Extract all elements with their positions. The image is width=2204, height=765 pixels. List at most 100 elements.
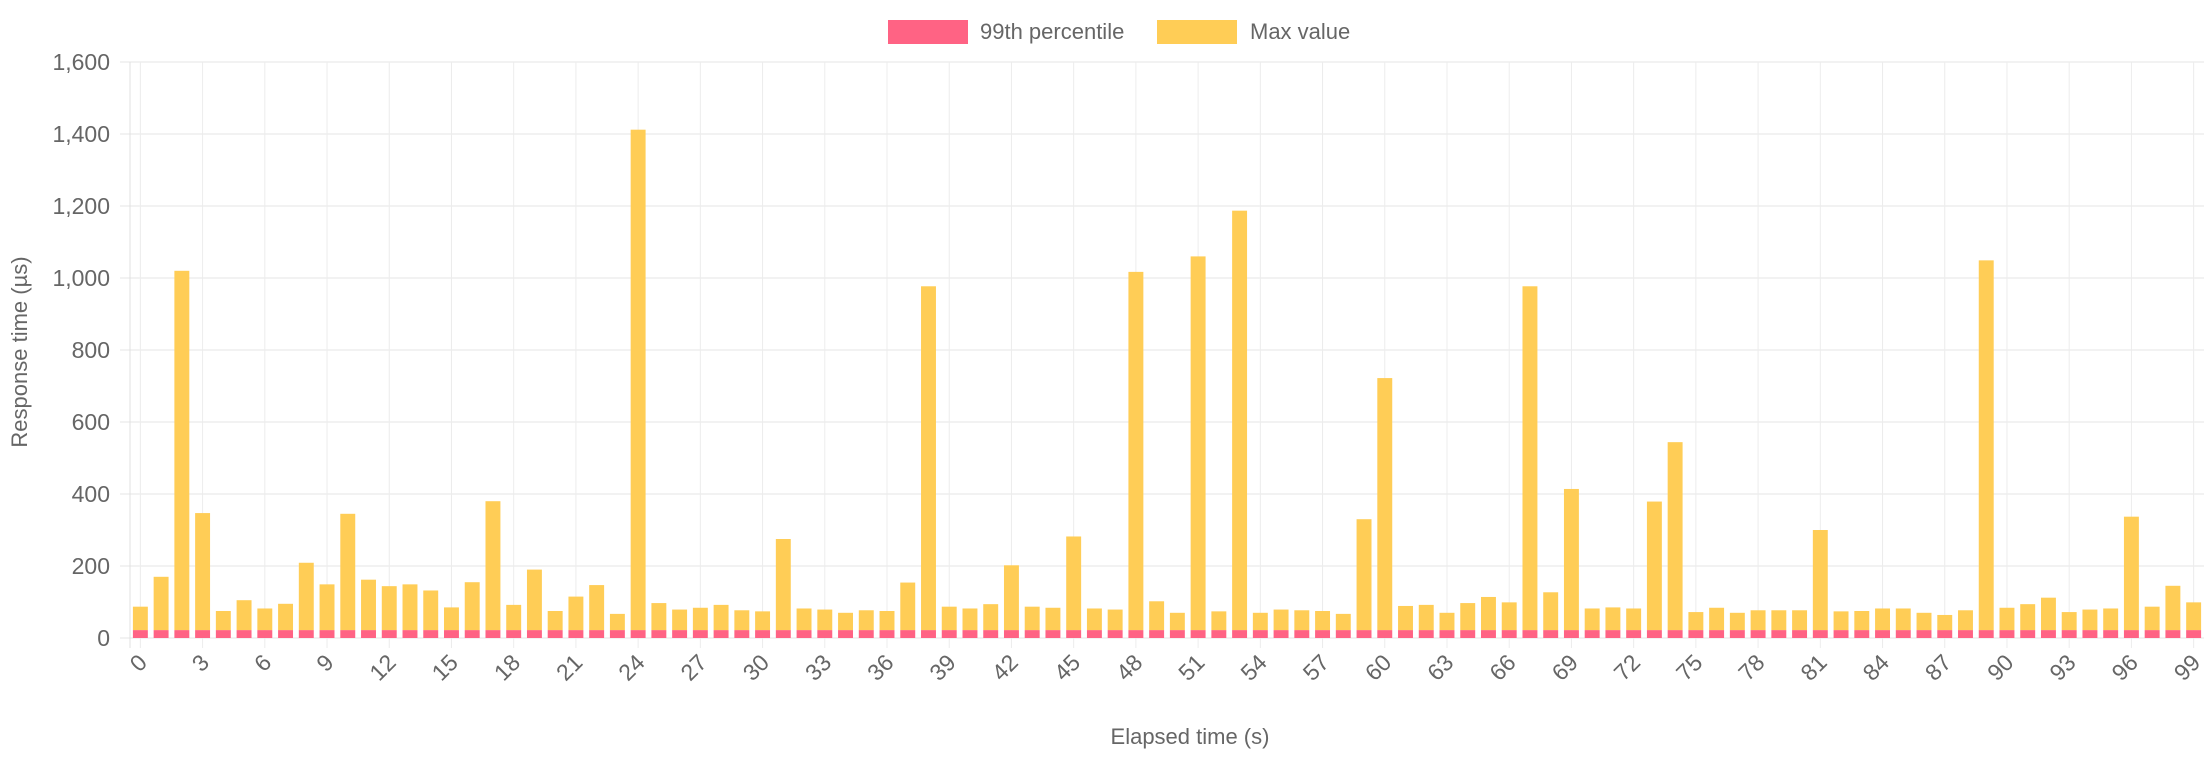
bar-max[interactable] (630, 129, 646, 631)
bar-max[interactable] (464, 582, 480, 631)
bar-max[interactable] (1294, 610, 1310, 631)
bar-p99[interactable] (1024, 630, 1040, 638)
bar-p99[interactable] (589, 630, 605, 638)
bar-p99[interactable] (2061, 630, 2077, 638)
bar-max[interactable] (1273, 609, 1289, 631)
bar-max[interactable] (1729, 612, 1745, 631)
bar-p99[interactable] (692, 630, 708, 638)
bar-p99[interactable] (838, 630, 853, 638)
bar-max[interactable] (381, 586, 397, 631)
bar-p99[interactable] (1066, 630, 1082, 638)
bar-p99[interactable] (1709, 630, 1725, 638)
bar-p99[interactable] (609, 630, 625, 638)
bar-p99[interactable] (2123, 630, 2139, 638)
bar-max[interactable] (775, 539, 791, 631)
bar-max[interactable] (2165, 585, 2181, 631)
bar-max[interactable] (589, 585, 605, 631)
bar-p99[interactable] (1315, 630, 1331, 638)
bar-max[interactable] (609, 613, 625, 631)
bar-p99[interactable] (1149, 630, 1165, 638)
bar-max[interactable] (2144, 606, 2160, 631)
bar-p99[interactable] (174, 630, 190, 638)
bar-p99[interactable] (464, 630, 480, 638)
bar-max[interactable] (1003, 565, 1019, 631)
bar-p99[interactable] (2144, 630, 2160, 638)
bar-p99[interactable] (1128, 630, 1144, 638)
bar-max[interactable] (2186, 602, 2202, 631)
bar-max[interactable] (1709, 607, 1725, 631)
bar-p99[interactable] (568, 630, 584, 638)
bar-max[interactable] (1460, 603, 1476, 631)
bar-max[interactable] (1792, 610, 1808, 631)
bar-max[interactable] (361, 579, 376, 631)
bar-p99[interactable] (2165, 630, 2181, 638)
bar-p99[interactable] (1190, 630, 1206, 638)
bar-p99[interactable] (1688, 630, 1704, 638)
bar-max[interactable] (838, 612, 853, 631)
bar-max[interactable] (1958, 610, 1973, 631)
bar-p99[interactable] (236, 630, 252, 638)
bar-p99[interactable] (1501, 630, 1517, 638)
bar-p99[interactable] (1563, 630, 1579, 638)
bar-p99[interactable] (1418, 630, 1434, 638)
bar-max[interactable] (132, 606, 148, 631)
bar-p99[interactable] (1356, 630, 1372, 638)
bar-max[interactable] (1667, 442, 1683, 631)
bar-p99[interactable] (713, 630, 729, 638)
bar-p99[interactable] (423, 630, 439, 638)
bar-max[interactable] (2103, 608, 2119, 631)
bar-max[interactable] (153, 576, 169, 631)
bar-max[interactable] (215, 611, 231, 631)
bar-max[interactable] (1190, 256, 1206, 631)
bar-max[interactable] (1024, 606, 1040, 631)
bar-p99[interactable] (2186, 630, 2202, 638)
bar-max[interactable] (1937, 614, 1953, 631)
bar-p99[interactable] (402, 630, 418, 638)
bar-p99[interactable] (1771, 630, 1787, 638)
bar-p99[interactable] (444, 630, 459, 638)
bar-p99[interactable] (215, 630, 231, 638)
bar-max[interactable] (1252, 612, 1268, 631)
bar-max[interactable] (340, 513, 356, 631)
bar-max[interactable] (298, 562, 314, 631)
bar-p99[interactable] (1978, 630, 1994, 638)
bar-p99[interactable] (1750, 630, 1766, 638)
bar-p99[interactable] (1439, 630, 1455, 638)
bar-max[interactable] (1066, 536, 1082, 631)
bar-p99[interactable] (1481, 630, 1496, 638)
bar-max[interactable] (1418, 604, 1434, 631)
bar-max[interactable] (1688, 612, 1704, 631)
bar-max[interactable] (506, 604, 522, 631)
bar-p99[interactable] (195, 630, 211, 638)
bar-max[interactable] (921, 286, 936, 631)
bar-p99[interactable] (858, 630, 874, 638)
bar-p99[interactable] (1833, 630, 1849, 638)
bar-max[interactable] (2061, 612, 2077, 631)
bar-max[interactable] (983, 604, 999, 631)
bar-p99[interactable] (1605, 630, 1621, 638)
bar-p99[interactable] (153, 630, 169, 638)
bar-p99[interactable] (1377, 630, 1393, 638)
bar-p99[interactable] (526, 630, 542, 638)
bar-p99[interactable] (1107, 630, 1123, 638)
bar-p99[interactable] (1522, 630, 1538, 638)
bar-p99[interactable] (1999, 630, 2015, 638)
bar-p99[interactable] (1875, 630, 1890, 638)
bar-p99[interactable] (2020, 630, 2036, 638)
bar-p99[interactable] (879, 630, 895, 638)
bar-p99[interactable] (361, 630, 376, 638)
bar-p99[interactable] (1273, 630, 1289, 638)
bar-p99[interactable] (298, 630, 314, 638)
bar-p99[interactable] (1937, 630, 1953, 638)
bar-p99[interactable] (817, 630, 833, 638)
bar-p99[interactable] (1003, 630, 1019, 638)
legend[interactable]: 99th percentile Max value (888, 19, 1350, 44)
bar-max[interactable] (796, 608, 812, 631)
bar-max[interactable] (278, 603, 294, 631)
bar-max[interactable] (651, 603, 667, 631)
bar-max[interactable] (1398, 605, 1413, 631)
bar-max[interactable] (900, 582, 916, 631)
bar-max[interactable] (858, 610, 874, 631)
bar-max[interactable] (713, 604, 729, 631)
bar-max[interactable] (444, 607, 459, 631)
